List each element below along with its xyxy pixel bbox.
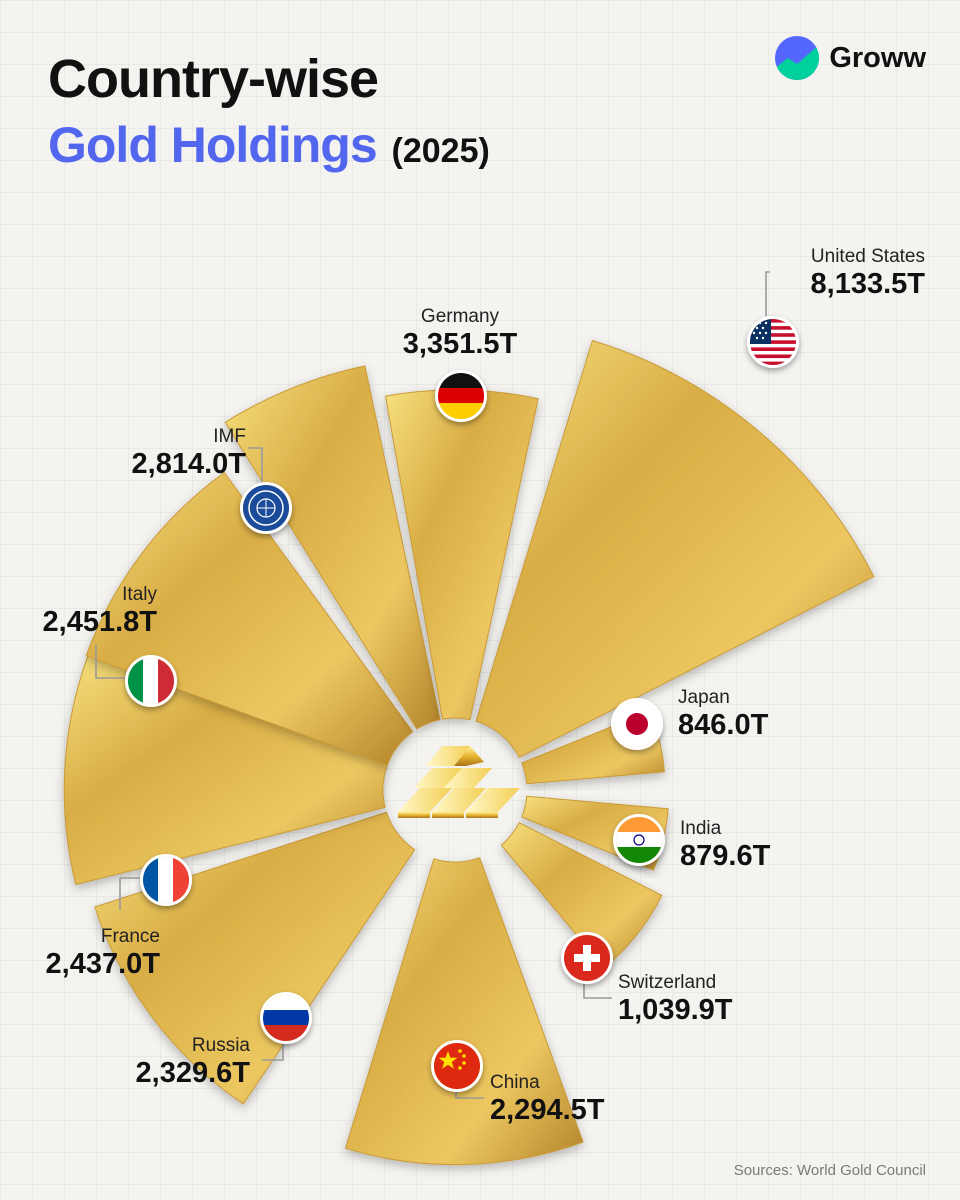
- imf-seal-icon: [240, 482, 292, 534]
- connector-switzerland: [583, 978, 612, 999]
- title-line-1: Country-wise: [48, 49, 379, 109]
- india-flag-icon: [613, 814, 665, 866]
- connector-imf: [248, 447, 263, 482]
- italy-flag-icon: [125, 655, 177, 707]
- country-name: Germany: [420, 306, 500, 327]
- china-flag-icon: [431, 1040, 483, 1092]
- holding-value: 1,039.9T: [618, 993, 733, 1026]
- label-switzerland: Switzerland 1,039.9T: [618, 972, 732, 1027]
- connector-france: [119, 877, 140, 910]
- label-japan: Japan 846.0T: [678, 687, 768, 742]
- source-note: Sources: World Gold Council: [733, 1162, 926, 1179]
- segment-germany: [385, 389, 539, 721]
- country-name: India: [680, 818, 722, 839]
- groww-logo-icon: [775, 36, 820, 80]
- segment-france: [63, 655, 388, 885]
- label-connectors: [95, 271, 770, 1099]
- holding-value: 879.6T: [680, 839, 771, 872]
- us-flag-icon: [747, 316, 799, 368]
- label-united-states: United States 8,133.5T: [811, 246, 925, 301]
- holding-value: 2,814.0T: [131, 447, 246, 480]
- country-name: China: [490, 1072, 540, 1093]
- page-title: Country-wise Gold Holdings (2025): [48, 52, 490, 170]
- france-flag-icon: [140, 854, 192, 906]
- holding-value: 2,329.6T: [135, 1056, 250, 1089]
- connector-italy: [95, 645, 125, 679]
- label-india: India 879.6T: [680, 818, 770, 873]
- label-russia: Russia 2,329.6T: [136, 1035, 250, 1090]
- brand: Groww: [775, 36, 926, 80]
- label-france: France 2,437.0T: [46, 926, 160, 981]
- segment-imf: [224, 365, 441, 730]
- brand-name: Groww: [829, 41, 926, 74]
- holding-value: 2,294.5T: [490, 1093, 605, 1126]
- country-name: France: [100, 926, 160, 947]
- title-year: (2025): [391, 132, 490, 170]
- title-accent: Gold Holdings: [48, 117, 378, 173]
- segment-china: [345, 857, 584, 1166]
- chart-segments: [63, 340, 875, 1166]
- country-name: Switzerland: [618, 972, 717, 993]
- gold-bars-icon: [398, 746, 520, 818]
- connector-us: [765, 271, 770, 316]
- segment-italy: [85, 472, 414, 766]
- label-imf: IMF 2,814.0T: [132, 426, 246, 481]
- title-line-2: Gold Holdings (2025): [48, 120, 490, 170]
- country-name: Japan: [678, 687, 730, 708]
- holding-value: 3,351.5T: [402, 327, 518, 360]
- holding-value: 2,437.0T: [45, 947, 160, 980]
- country-name: Russia: [191, 1035, 250, 1056]
- holding-value: 846.0T: [678, 708, 769, 741]
- country-name: Italy: [122, 584, 157, 605]
- holding-value: 2,451.8T: [42, 605, 157, 638]
- label-italy: Italy 2,451.8T: [43, 584, 157, 639]
- label-germany: Germany 3,351.5T: [355, 306, 565, 361]
- connector-russia: [262, 1038, 284, 1061]
- country-name: United States: [810, 246, 925, 267]
- russia-flag-icon: [260, 992, 312, 1044]
- germany-flag-icon: [435, 370, 487, 422]
- japan-flag-icon: [611, 698, 663, 750]
- country-name: IMF: [213, 426, 246, 447]
- holding-value: 8,133.5T: [810, 267, 925, 300]
- switzerland-flag-icon: [561, 932, 613, 984]
- segment-united-states: [475, 340, 875, 758]
- label-china: China 2,294.5T: [490, 1072, 604, 1127]
